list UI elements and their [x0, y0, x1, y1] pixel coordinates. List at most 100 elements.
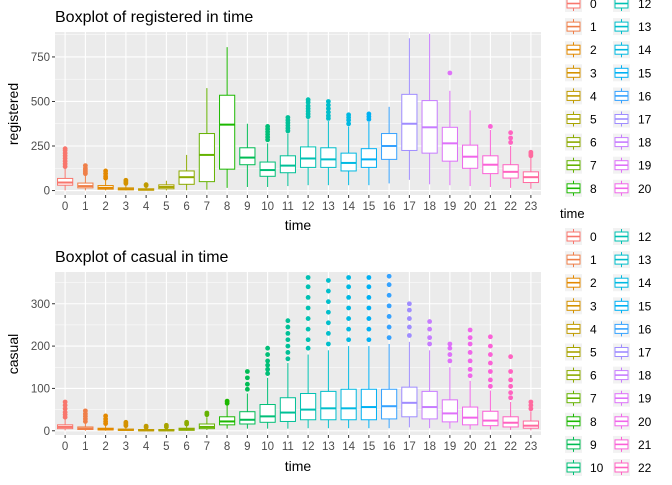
legend-item-2: 2 — [565, 274, 597, 292]
outlier-point — [406, 307, 412, 313]
outlier-point — [305, 103, 311, 109]
box-11 — [279, 318, 296, 429]
outlier-point — [366, 337, 372, 343]
x-tick-label: 4 — [143, 201, 150, 213]
box-0 — [57, 146, 74, 191]
outlier-point — [62, 402, 68, 408]
legend-item-16: 16 — [613, 320, 652, 338]
outlier-point — [285, 330, 291, 336]
outlier-point — [305, 275, 311, 280]
y-tick-label: 250 — [31, 141, 50, 153]
legend-key — [565, 0, 582, 12]
casual-x-axis-label: time — [285, 458, 312, 474]
casual-y-tick-labels: 0 100 200 300 — [31, 299, 55, 438]
legend-key — [613, 435, 630, 453]
legend-key — [565, 179, 582, 197]
outlier-point — [528, 402, 534, 408]
outlier-point — [103, 168, 109, 174]
x-tick-label: 0 — [62, 441, 68, 453]
box-10 — [259, 345, 276, 429]
x-tick-label: 9 — [244, 441, 250, 453]
box-3 — [117, 419, 134, 431]
box-13 — [320, 278, 337, 429]
legend-item-3: 3 — [565, 297, 597, 315]
legend-item-label: 18 — [638, 369, 652, 383]
x-tick-label: 9 — [244, 201, 250, 213]
box-17 — [401, 301, 418, 428]
outlier-point — [285, 350, 291, 355]
outlier-point — [244, 381, 250, 387]
box-15 — [360, 111, 377, 186]
box-9 — [239, 123, 256, 187]
outlier-point — [265, 124, 271, 129]
legend-key — [613, 64, 630, 82]
outlier-point — [285, 318, 291, 324]
box-7 — [198, 410, 215, 430]
x-tick-label: 2 — [102, 441, 108, 453]
legend-key — [565, 366, 582, 384]
legend-item-label: 2 — [590, 276, 597, 290]
y-tick-label: 100 — [31, 383, 50, 395]
x-tick-label: 16 — [383, 441, 396, 453]
box-14 — [340, 112, 357, 186]
box-body — [340, 388, 357, 421]
legend-item-22: 22 — [613, 459, 652, 476]
legend-item-0: 0 — [565, 0, 597, 12]
legend-item-label: 8 — [590, 415, 597, 429]
outlier-point — [467, 358, 473, 364]
legend-item-label: 7 — [590, 392, 597, 406]
outlier-point — [305, 337, 311, 343]
legend-item-label: 15 — [638, 299, 652, 313]
outlier-point — [325, 102, 331, 108]
legend-item-label: 13 — [638, 253, 652, 267]
legend-item-label: 2 — [590, 43, 597, 57]
legend-item-20: 20 — [613, 179, 652, 197]
legend-key — [565, 343, 582, 361]
outlier-point — [346, 316, 352, 321]
outlier-point — [406, 333, 412, 338]
legend-item-6: 6 — [565, 133, 597, 151]
legend-item-label: 20 — [638, 415, 652, 429]
box-body — [401, 93, 418, 151]
legend-key — [565, 389, 582, 407]
legend-key — [613, 18, 630, 36]
box-body — [482, 410, 499, 427]
outlier-point — [528, 399, 534, 405]
registered-x-tick-labels: 0 1 2 3 4 5 6 7 8 9 10 11 12 13 14 15 16 17 18 19 20 21 22 23 — [62, 195, 537, 213]
box-14 — [340, 275, 357, 429]
outlier-point — [346, 326, 352, 332]
outlier-point — [285, 115, 291, 120]
outlier-point — [265, 362, 271, 368]
legend-item-label: 5 — [590, 346, 597, 360]
x-tick-label: 21 — [484, 201, 497, 213]
legend-item-10: 10 — [565, 459, 604, 476]
outlier-point — [386, 292, 392, 298]
box-16 — [381, 273, 398, 429]
x-tick-label: 23 — [524, 201, 537, 213]
outlier-point — [346, 112, 352, 118]
x-tick-label: 3 — [123, 201, 129, 213]
legend-item-label: 17 — [638, 113, 652, 127]
box-22 — [502, 130, 519, 188]
legend-item-15: 15 — [613, 297, 652, 315]
legend-item-18: 18 — [613, 366, 652, 384]
box-body — [198, 133, 215, 183]
outlier-point — [386, 282, 392, 288]
x-tick-label: 7 — [204, 441, 210, 453]
outlier-point — [346, 121, 352, 127]
outlier-point — [325, 99, 331, 104]
outlier-point — [244, 386, 250, 392]
legend-key — [613, 412, 630, 430]
outlier-point — [386, 335, 392, 341]
outlier-point — [123, 177, 129, 183]
outlier-point — [325, 309, 331, 315]
box-body — [360, 148, 377, 168]
outlier-point — [487, 377, 493, 383]
outlier-point — [62, 146, 68, 152]
legend-key — [613, 133, 630, 151]
legend-key — [565, 133, 582, 151]
legend-key — [613, 87, 630, 105]
box-22 — [502, 354, 519, 430]
box-body — [320, 147, 337, 168]
